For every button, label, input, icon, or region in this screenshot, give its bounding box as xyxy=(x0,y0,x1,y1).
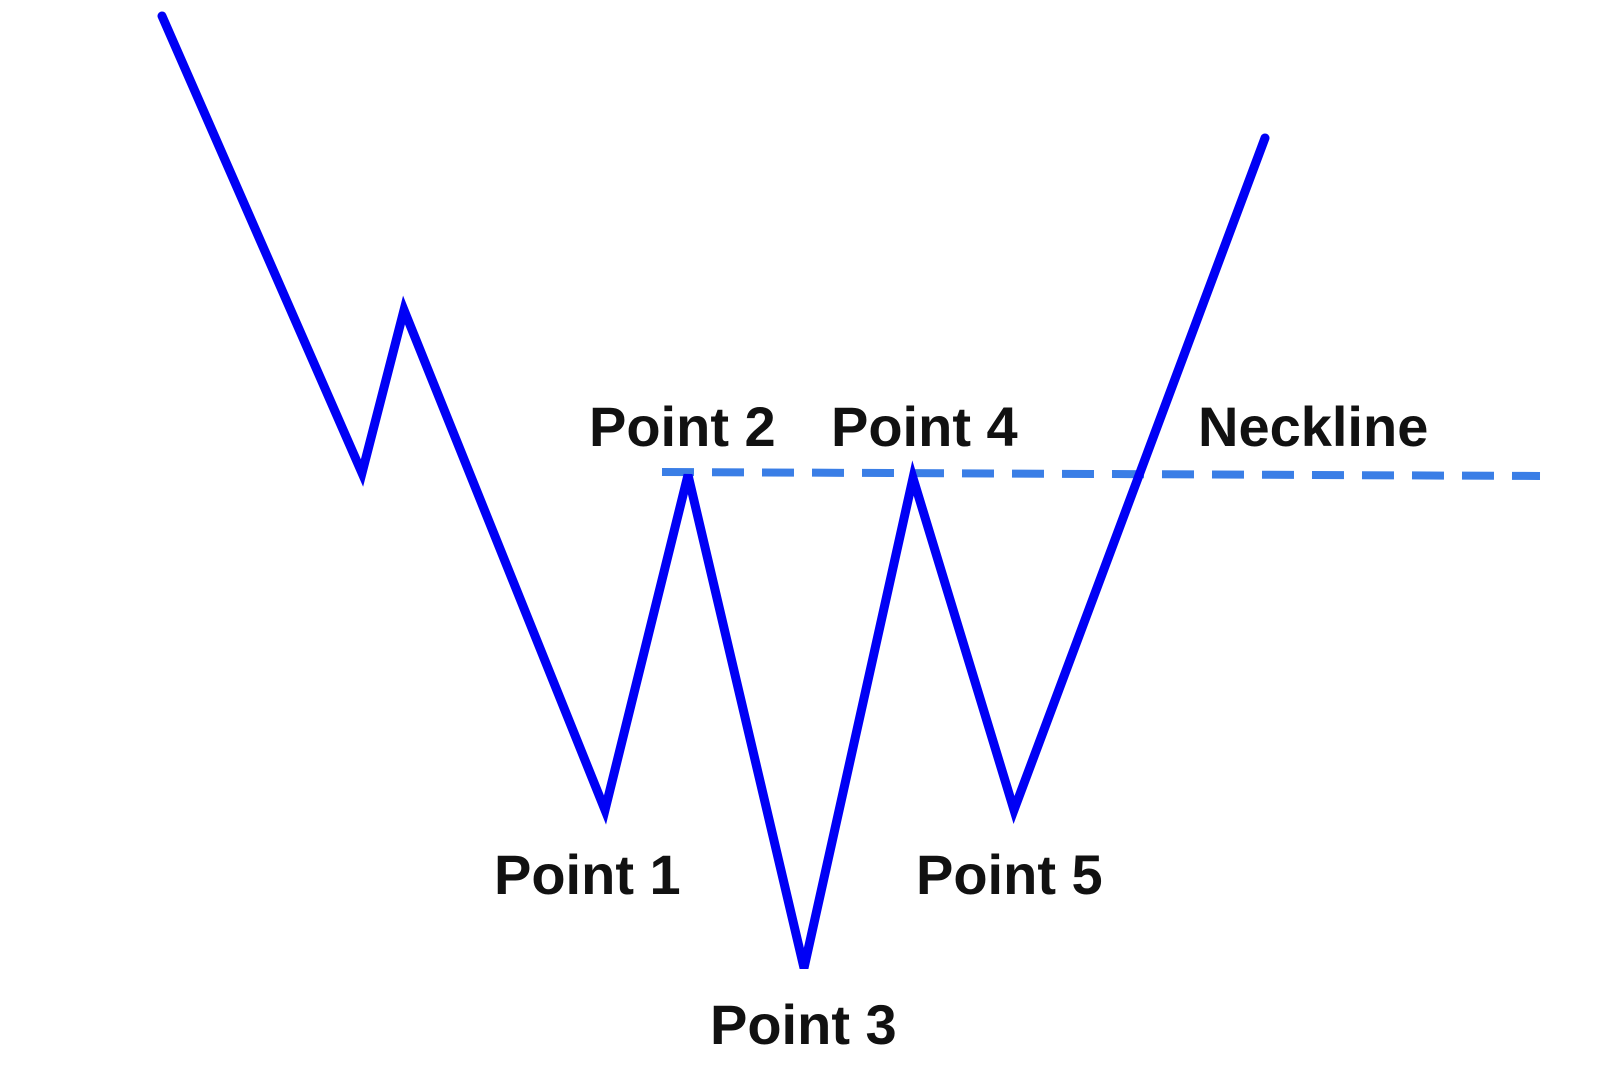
label-point-1: Point 1 xyxy=(494,843,681,906)
label-neckline: Neckline xyxy=(1198,395,1428,458)
label-point-2: Point 2 xyxy=(589,395,776,458)
price-path-line xyxy=(157,11,1270,970)
label-point-5: Point 5 xyxy=(916,843,1103,906)
label-point-4: Point 4 xyxy=(831,395,1018,458)
neckline-dashed-line xyxy=(661,468,1541,480)
label-point-3: Point 3 xyxy=(710,993,897,1056)
